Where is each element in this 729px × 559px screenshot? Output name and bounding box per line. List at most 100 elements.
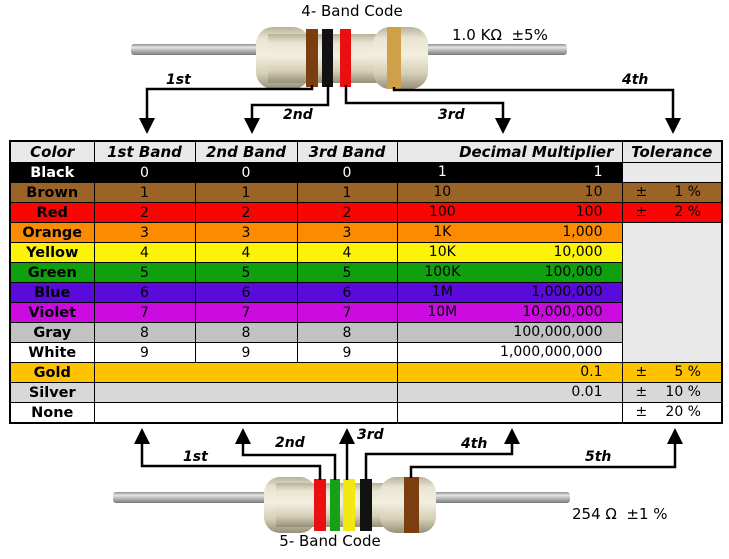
table-row-blue: Blue 6 6 6 1M 1,000,000 — [9, 282, 722, 303]
tolerance-cell: ± 10 % — [621, 382, 723, 403]
band1-cell: 2 — [93, 202, 196, 223]
multiplier-value: 100,000 — [544, 264, 603, 280]
band2-cell: 6 — [194, 282, 298, 303]
multiplier-cell: 100,000,000 — [396, 322, 623, 343]
plus-minus-sign: ± — [635, 204, 648, 220]
five-band-resistor-figure — [113, 428, 683, 533]
band2-cell: 8 — [194, 322, 298, 343]
multiplier-cell: 0.01 — [396, 382, 623, 403]
multiplier-cell: 100K 100,000 — [396, 262, 623, 283]
band3-cell: 3 — [296, 222, 398, 243]
color-name-cell: Blue — [9, 282, 95, 303]
tolerance-value: 10 % — [665, 384, 701, 400]
color-name-cell: Violet — [9, 302, 95, 323]
plus-minus-sign: ± — [635, 384, 648, 400]
multiplier-cell: 10M 10,000,000 — [396, 302, 623, 323]
band-pointer-lines — [145, 85, 675, 120]
color-name-cell: Silver — [9, 382, 95, 403]
green-band — [330, 479, 340, 531]
multiplier-value: 100,000,000 — [513, 324, 603, 340]
five-band-title: 5- Band Code — [279, 532, 381, 550]
multiplier-value: 100 — [575, 204, 603, 220]
gold-band — [387, 27, 401, 89]
band3-cell: 4 — [296, 242, 398, 263]
header-row: Color 1st Band 2nd Band 3rd Band Decimal… — [9, 140, 723, 163]
multiplier-prefix: 10 — [433, 184, 452, 200]
multiplier-value: 10 — [584, 184, 603, 200]
color-name-cell: Gray — [9, 322, 95, 343]
color-code-table: Color 1st Band 2nd Band 3rd Band Decimal… — [9, 140, 723, 424]
color-name-cell: Green — [9, 262, 95, 283]
multiplier-cell: 1M 1,000,000 — [396, 282, 623, 303]
up-arrowheads — [134, 428, 683, 444]
red-band — [314, 479, 326, 531]
band2-cell: 0 — [194, 162, 298, 183]
multiplier-cell: 0.1 — [396, 362, 623, 383]
down-arrowheads — [139, 118, 681, 134]
header-tolerance: Tolerance — [621, 140, 723, 163]
table-row-green: Green 5 5 5 100K 100,000 — [9, 262, 722, 283]
label-2nd-top: 2nd — [283, 107, 313, 123]
header-multiplier: Decimal Multiplier — [396, 140, 623, 163]
label-2nd-bottom: 2nd — [275, 435, 305, 451]
table-row-violet: Violet 7 7 7 10M 10,000,000 — [9, 302, 722, 323]
band1-cell: 0 — [93, 162, 196, 183]
multiplier-cell: 1K 1,000 — [396, 222, 623, 243]
multiplier-value: 1 — [593, 164, 603, 180]
band2-cell: 9 — [194, 342, 298, 363]
multiplier-value: 10,000,000 — [522, 304, 603, 320]
tolerance-value: 2 % — [674, 204, 701, 220]
table-row-none: None ± 20 % — [9, 402, 723, 424]
band3-cell: 8 — [296, 322, 398, 343]
color-name-cell: Red — [9, 202, 95, 223]
multiplier-value: 0.1 — [580, 364, 603, 380]
table-row-red: Red 2 2 2 100 100 ± 2 % — [9, 202, 723, 223]
multiplier-cell: 1 1 — [396, 162, 623, 183]
band1-cell: 8 — [93, 322, 196, 343]
tolerance-cell: ± 20 % — [621, 402, 723, 424]
header-band1: 1st Band — [93, 140, 196, 163]
tolerance-cell: ± 5 % — [621, 362, 723, 383]
band2-cell: 4 — [194, 242, 298, 263]
black-band — [322, 29, 333, 87]
color-name-cell: None — [9, 402, 95, 424]
band3-cell: 2 — [296, 202, 398, 223]
label-4th-bottom: 4th — [461, 436, 488, 452]
multiplier-value: 1,000,000 — [531, 284, 603, 300]
label-5th-bottom: 5th — [585, 449, 612, 465]
multiplier-prefix: 100K — [424, 264, 461, 280]
band3-cell: 0 — [296, 162, 398, 183]
tolerance-cell: ± 1 % — [621, 182, 723, 203]
plus-minus-sign: ± — [635, 184, 648, 200]
multiplier-prefix: 10K — [428, 244, 456, 260]
band2-cell: 3 — [194, 222, 298, 243]
multiplier-cell: 100 100 — [396, 202, 623, 223]
band2-cell: 2 — [194, 202, 298, 223]
band2-cell: 7 — [194, 302, 298, 323]
color-name-cell: Gold — [9, 362, 95, 383]
table-row-black: Black 0 0 0 1 1 — [9, 162, 723, 183]
four-band-value-label: 1.0 KΩ ±5% — [452, 26, 548, 44]
color-name-cell: Brown — [9, 182, 95, 203]
multiplier-prefix: 10M — [427, 304, 458, 320]
multiplier-prefix: 1 — [437, 164, 447, 180]
band3-cell: 1 — [296, 182, 398, 203]
color-name-cell: Black — [9, 162, 95, 183]
band3-cell: 9 — [296, 342, 398, 363]
table-row-gold: Gold 0.1 ± 5 % — [9, 362, 723, 383]
tolerance-value: 20 % — [665, 404, 701, 420]
band1-cell: 7 — [93, 302, 196, 323]
black-band — [360, 479, 372, 531]
table-row-brown: Brown 1 1 1 10 10 ± 1 % — [9, 182, 723, 203]
tolerance-cell-empty — [621, 162, 723, 183]
multiplier-cell: 10 10 — [396, 182, 623, 203]
header-band3: 3rd Band — [296, 140, 398, 163]
multiplier-value: 10,000 — [553, 244, 603, 260]
label-4th-top: 4th — [622, 72, 649, 88]
label-3rd-top: 3rd — [438, 107, 465, 123]
color-name-cell: White — [9, 342, 95, 363]
four-band-resistor-figure — [131, 27, 681, 134]
label-3rd-bottom: 3rd — [357, 427, 384, 443]
band1-cell: 9 — [93, 342, 196, 363]
